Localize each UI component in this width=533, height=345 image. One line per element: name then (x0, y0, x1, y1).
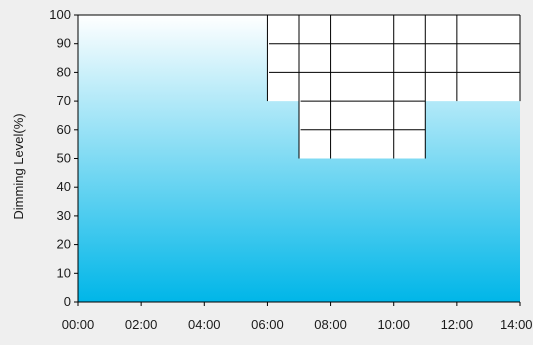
y-tick-label: 10 (57, 265, 71, 280)
y-tick-label: 100 (49, 7, 71, 22)
x-tick-label: 14:00 (500, 317, 533, 332)
y-axis-label: Dimming Level(%) (11, 113, 26, 219)
y-tick-label: 30 (57, 208, 71, 223)
y-tick-label: 40 (57, 179, 71, 194)
x-tick-label: 08:00 (314, 317, 347, 332)
x-tick-label: 12:00 (441, 317, 474, 332)
x-tick-label: 06:00 (251, 317, 284, 332)
y-tick-label: 0 (64, 294, 71, 309)
y-tick-label: 60 (57, 122, 71, 137)
tick-labels: 0 10 20 30 40 50 60 70 80 90 100 00:00 02:00 04:00 06:… (49, 7, 532, 332)
y-tick-label: 70 (57, 93, 71, 108)
x-tick-label: 10:00 (377, 317, 410, 332)
y-tick-label: 80 (57, 64, 71, 79)
y-tick-label: 50 (57, 151, 71, 166)
x-tick-label: 04:00 (188, 317, 221, 332)
y-tick-label: 90 (57, 36, 71, 51)
x-tick-label: 02:00 (125, 317, 158, 332)
x-tick-label: 00:00 (62, 317, 95, 332)
y-tick-label: 20 (57, 237, 71, 252)
